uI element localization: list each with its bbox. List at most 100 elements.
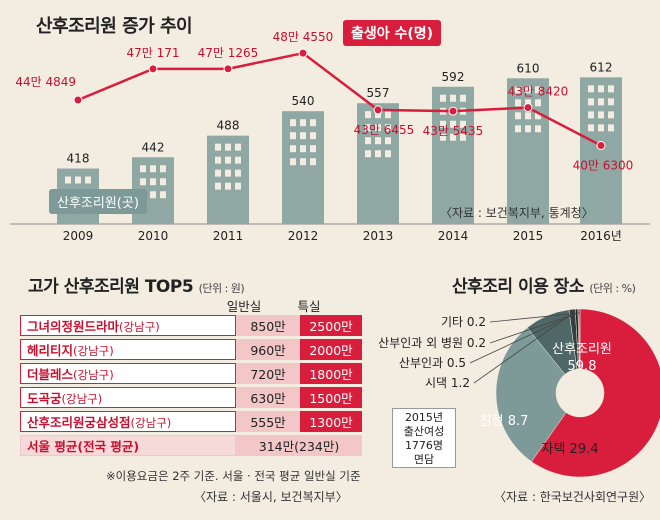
building-window bbox=[525, 99, 531, 107]
building-window bbox=[608, 98, 614, 106]
center-bar bbox=[282, 111, 324, 224]
building-window bbox=[535, 125, 541, 133]
slice-label: 산부인과 외 병원 0.2 bbox=[378, 336, 486, 350]
building-window bbox=[310, 145, 316, 153]
center-name-text: 산후조리원궁삼성점 bbox=[27, 415, 131, 430]
building-window bbox=[300, 158, 306, 166]
building-window bbox=[215, 143, 221, 151]
chart3-unit: (단위 : %) bbox=[589, 282, 636, 295]
building-window bbox=[440, 120, 446, 128]
building-window bbox=[150, 191, 156, 199]
chart2-note: ※이용요금은 2주 기준. 서울 · 전국 평균 일반실 기준 bbox=[106, 469, 361, 483]
top5-table: 그녀의정원드라마(강남구) 850만 2500만 헤리티지(강남구) 960만 2000만… bbox=[20, 312, 362, 459]
year-tick-label: 2010 bbox=[138, 229, 169, 243]
year-tick-label: 2011 bbox=[213, 229, 244, 243]
building-window bbox=[598, 124, 604, 132]
center-value-label: 592 bbox=[442, 70, 465, 84]
building-window bbox=[235, 182, 241, 190]
births-value-label: 44만 4849 bbox=[15, 75, 76, 89]
year-tick-label: 2016년 bbox=[580, 229, 622, 243]
center-district: (강남구) bbox=[73, 344, 114, 358]
building-window bbox=[515, 99, 521, 107]
center-district: (강남구) bbox=[119, 320, 160, 334]
avg-row: 서울 평균(전국 평균) 314만(234만) bbox=[20, 435, 362, 456]
chart2-title: 고가 산후조리원 TOP5 (단위 : 원) bbox=[28, 272, 245, 297]
center-value-label: 557 bbox=[367, 86, 390, 100]
births-point bbox=[523, 103, 533, 113]
building-window bbox=[160, 165, 166, 173]
slice-label: 친정 8.7 bbox=[480, 414, 529, 429]
col-general-header: 일반실 bbox=[226, 299, 262, 314]
slice-value: 0.2 bbox=[467, 315, 486, 329]
general-price: 720만 bbox=[236, 363, 300, 384]
building-window bbox=[225, 169, 231, 177]
building-window bbox=[75, 176, 81, 184]
building-window bbox=[535, 99, 541, 107]
pie-slice bbox=[531, 308, 660, 478]
center-district: (강남구) bbox=[73, 368, 114, 382]
center-value-label: 612 bbox=[590, 60, 613, 74]
building-window bbox=[598, 85, 604, 93]
center-name: 더블레스(강남구) bbox=[20, 363, 236, 384]
building-window bbox=[365, 124, 371, 132]
building-window bbox=[375, 137, 381, 145]
building-window bbox=[290, 132, 296, 140]
survey-note-line: 2015년 bbox=[404, 411, 444, 424]
survey-note-line: 면담 bbox=[413, 453, 435, 466]
leader-line bbox=[489, 312, 579, 344]
chart3-source: 〈자료 : 한국보건사회연구원〉 bbox=[494, 490, 652, 504]
slice-value: 29.4 bbox=[570, 442, 599, 457]
center-district: (강남구) bbox=[130, 416, 172, 430]
year-tick-label: 2012 bbox=[288, 229, 319, 243]
slice-label: 기타 0.2 bbox=[441, 315, 486, 329]
survey-note-line: 1776명 bbox=[404, 439, 444, 452]
chart2-unit: (단위 : 원) bbox=[198, 282, 245, 295]
chart1-title: 산후조리원 증가 추이 bbox=[36, 16, 193, 37]
slice-value: 1.2 bbox=[451, 376, 470, 390]
building-window bbox=[160, 191, 166, 199]
slice-label: 산후조리원 bbox=[552, 342, 612, 357]
building-window bbox=[375, 111, 381, 119]
building-window bbox=[140, 165, 146, 173]
building-window bbox=[588, 124, 594, 132]
building-window bbox=[140, 178, 146, 186]
building-window bbox=[450, 120, 456, 128]
pie-slice bbox=[578, 308, 581, 370]
building-window bbox=[385, 137, 391, 145]
building-window bbox=[290, 119, 296, 127]
general-price: 630만 bbox=[236, 387, 300, 408]
building-window bbox=[215, 169, 221, 177]
building-window bbox=[375, 150, 381, 158]
building-window bbox=[608, 124, 614, 132]
building-window bbox=[515, 112, 521, 120]
center-name-text: 헤리티지 bbox=[27, 343, 74, 358]
special-price: 2500만 bbox=[300, 315, 362, 336]
building-window bbox=[235, 156, 241, 164]
building-window bbox=[535, 86, 541, 94]
special-price: 2000만 bbox=[300, 339, 362, 360]
building-window bbox=[375, 124, 381, 132]
building-window bbox=[235, 169, 241, 177]
center-name: 산후조리원궁삼성점(강남구) bbox=[20, 411, 236, 432]
table-row: 더블레스(강남구) 720만 1800만 bbox=[20, 363, 362, 384]
slice-label: 시댁 1.2 bbox=[425, 376, 470, 390]
survey-note-line: 출산여성 bbox=[403, 425, 445, 438]
births-value-label: 43만 5435 bbox=[423, 124, 484, 138]
building-window bbox=[365, 150, 371, 158]
births-point bbox=[298, 48, 308, 58]
table-row: 그녀의정원드라마(강남구) 850만 2500만 bbox=[20, 315, 362, 336]
general-price: 850만 bbox=[236, 315, 300, 336]
building-window bbox=[225, 182, 231, 190]
building-window bbox=[310, 119, 316, 127]
center-district: (강남구) bbox=[61, 392, 103, 406]
building-window bbox=[450, 94, 456, 102]
chart3-title-text: 산후조리 이용 장소 bbox=[452, 277, 584, 297]
center-value-label: 488 bbox=[217, 119, 240, 133]
building-window bbox=[300, 119, 306, 127]
births-value-label: 40만 6300 bbox=[573, 158, 634, 172]
chart1-svg: 418 2009 442 2010 488 2011 540 2012 557 2013 592 20… bbox=[10, 30, 650, 243]
chart3-title: 산후조리 이용 장소 (단위 : %) bbox=[452, 272, 636, 297]
building-window bbox=[215, 156, 221, 164]
center-name: 도곡궁(강남구) bbox=[20, 387, 236, 408]
